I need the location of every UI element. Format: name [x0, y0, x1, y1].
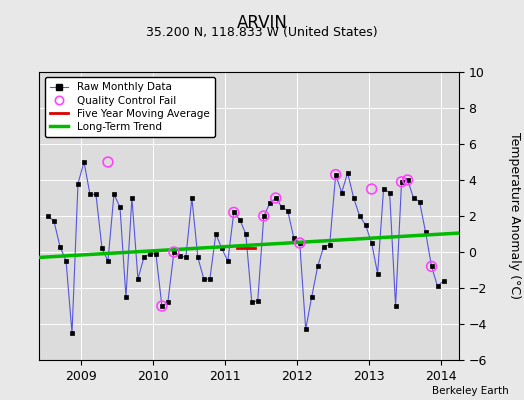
Point [259, 213, 268, 219]
Point [428, 263, 436, 270]
Point [296, 240, 304, 246]
Point [158, 303, 166, 309]
Point [271, 195, 280, 201]
Point [367, 186, 376, 192]
Point [397, 178, 406, 185]
Text: Berkeley Earth: Berkeley Earth [432, 386, 508, 396]
Text: 35.200 N, 118.833 W (United States): 35.200 N, 118.833 W (United States) [146, 26, 378, 39]
Point [104, 159, 112, 165]
Text: Temperature Anomaly (°C): Temperature Anomaly (°C) [508, 132, 521, 300]
Point [230, 209, 238, 216]
Point [332, 171, 340, 178]
Legend: Raw Monthly Data, Quality Control Fail, Five Year Moving Average, Long-Term Tren: Raw Monthly Data, Quality Control Fail, … [45, 77, 215, 137]
Point [403, 177, 412, 183]
Point [170, 249, 178, 255]
Text: ARVIN: ARVIN [236, 14, 288, 32]
